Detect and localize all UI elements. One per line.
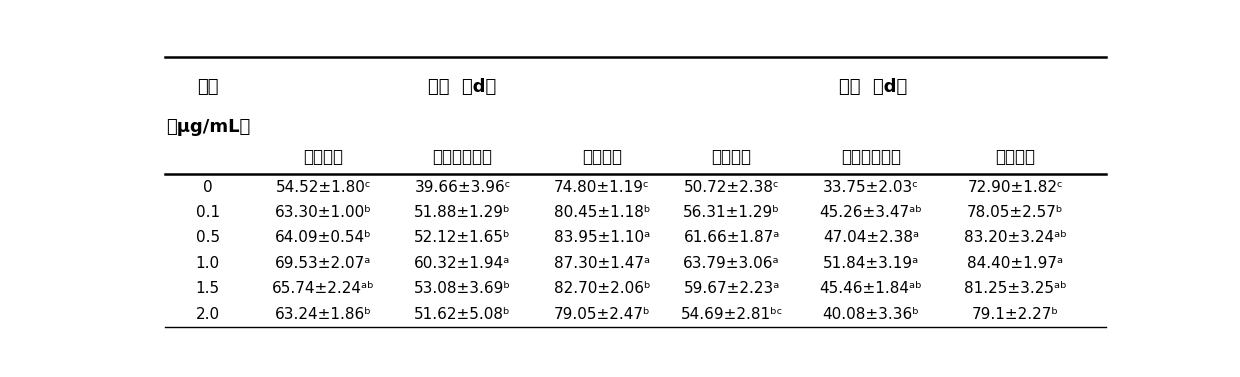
Text: 64.09±0.54ᵇ: 64.09±0.54ᵇ xyxy=(275,230,372,245)
Text: 45.46±1.84ᵃᵇ: 45.46±1.84ᵃᵇ xyxy=(820,281,923,296)
Text: 82.70±2.06ᵇ: 82.70±2.06ᵇ xyxy=(553,281,650,296)
Text: 51.88±1.29ᵇ: 51.88±1.29ᵇ xyxy=(414,205,511,220)
Text: 雄性  （d）: 雄性 （d） xyxy=(839,78,908,96)
Text: 56.31±1.29ᵇ: 56.31±1.29ᵇ xyxy=(683,205,780,220)
Text: 雌性  （d）: 雌性 （d） xyxy=(428,78,497,96)
Text: 83.95±1.10ᵃ: 83.95±1.10ᵃ xyxy=(554,230,650,245)
Text: 54.69±2.81ᵇᶜ: 54.69±2.81ᵇᶜ xyxy=(681,307,782,322)
Text: 40.08±3.36ᵇ: 40.08±3.36ᵇ xyxy=(822,307,919,322)
Text: 1.0: 1.0 xyxy=(196,256,219,271)
Text: 54.52±1.80ᶜ: 54.52±1.80ᶜ xyxy=(275,179,371,195)
Text: 69.53±2.07ᵃ: 69.53±2.07ᵃ xyxy=(275,256,371,271)
Text: 0.1: 0.1 xyxy=(196,205,219,220)
Text: 59.67±2.23ᵃ: 59.67±2.23ᵃ xyxy=(683,281,780,296)
Text: 51.62±5.08ᵇ: 51.62±5.08ᵇ xyxy=(414,307,511,322)
Text: 63.79±3.06ᵃ: 63.79±3.06ᵃ xyxy=(683,256,780,271)
Text: 最高寿命: 最高寿命 xyxy=(582,148,622,166)
Text: 51.84±3.19ᵃ: 51.84±3.19ᵃ xyxy=(823,256,919,271)
Text: 81.25±3.25ᵃᵇ: 81.25±3.25ᵃᵇ xyxy=(963,281,1066,296)
Text: 83.20±3.24ᵃᵇ: 83.20±3.24ᵃᵇ xyxy=(963,230,1066,245)
Text: 84.40±1.97ᵃ: 84.40±1.97ᵃ xyxy=(967,256,1063,271)
Text: 平均寿命: 平均寿命 xyxy=(712,148,751,166)
Text: 最高寿命: 最高寿命 xyxy=(994,148,1035,166)
Text: 53.08±3.69ᵇ: 53.08±3.69ᵇ xyxy=(414,281,511,296)
Text: 78.05±2.57ᵇ: 78.05±2.57ᵇ xyxy=(967,205,1064,220)
Text: 61.66±1.87ᵃ: 61.66±1.87ᵃ xyxy=(683,230,780,245)
Text: 0: 0 xyxy=(203,179,213,195)
Text: 半数死亡时间: 半数死亡时间 xyxy=(433,148,492,166)
Text: 80.45±1.18ᵇ: 80.45±1.18ᵇ xyxy=(553,205,650,220)
Text: 47.04±2.38ᵃ: 47.04±2.38ᵃ xyxy=(823,230,919,245)
Text: 65.74±2.24ᵃᵇ: 65.74±2.24ᵃᵇ xyxy=(272,281,374,296)
Text: 平均寿命: 平均寿命 xyxy=(303,148,343,166)
Text: 79.05±2.47ᵇ: 79.05±2.47ᵇ xyxy=(553,307,650,322)
Text: （μg/mL）: （μg/mL） xyxy=(166,118,250,136)
Text: 45.26±3.47ᵃᵇ: 45.26±3.47ᵃᵇ xyxy=(820,205,923,220)
Text: 63.30±1.00ᵇ: 63.30±1.00ᵇ xyxy=(275,205,372,220)
Text: 半数死亡时间: 半数死亡时间 xyxy=(841,148,901,166)
Text: 浓度: 浓度 xyxy=(197,78,218,96)
Text: 50.72±2.38ᶜ: 50.72±2.38ᶜ xyxy=(683,179,780,195)
Text: 52.12±1.65ᵇ: 52.12±1.65ᵇ xyxy=(414,230,511,245)
Text: 2.0: 2.0 xyxy=(196,307,219,322)
Text: 72.90±1.82ᶜ: 72.90±1.82ᶜ xyxy=(967,179,1063,195)
Text: 0.5: 0.5 xyxy=(196,230,219,245)
Text: 39.66±3.96ᶜ: 39.66±3.96ᶜ xyxy=(414,179,511,195)
Text: 87.30±1.47ᵃ: 87.30±1.47ᵃ xyxy=(554,256,650,271)
Text: 33.75±2.03ᶜ: 33.75±2.03ᶜ xyxy=(823,179,919,195)
Text: 1.5: 1.5 xyxy=(196,281,219,296)
Text: 60.32±1.94ᵃ: 60.32±1.94ᵃ xyxy=(414,256,511,271)
Text: 79.1±2.27ᵇ: 79.1±2.27ᵇ xyxy=(972,307,1059,322)
Text: 74.80±1.19ᶜ: 74.80±1.19ᶜ xyxy=(554,179,650,195)
Text: 63.24±1.86ᵇ: 63.24±1.86ᵇ xyxy=(275,307,372,322)
